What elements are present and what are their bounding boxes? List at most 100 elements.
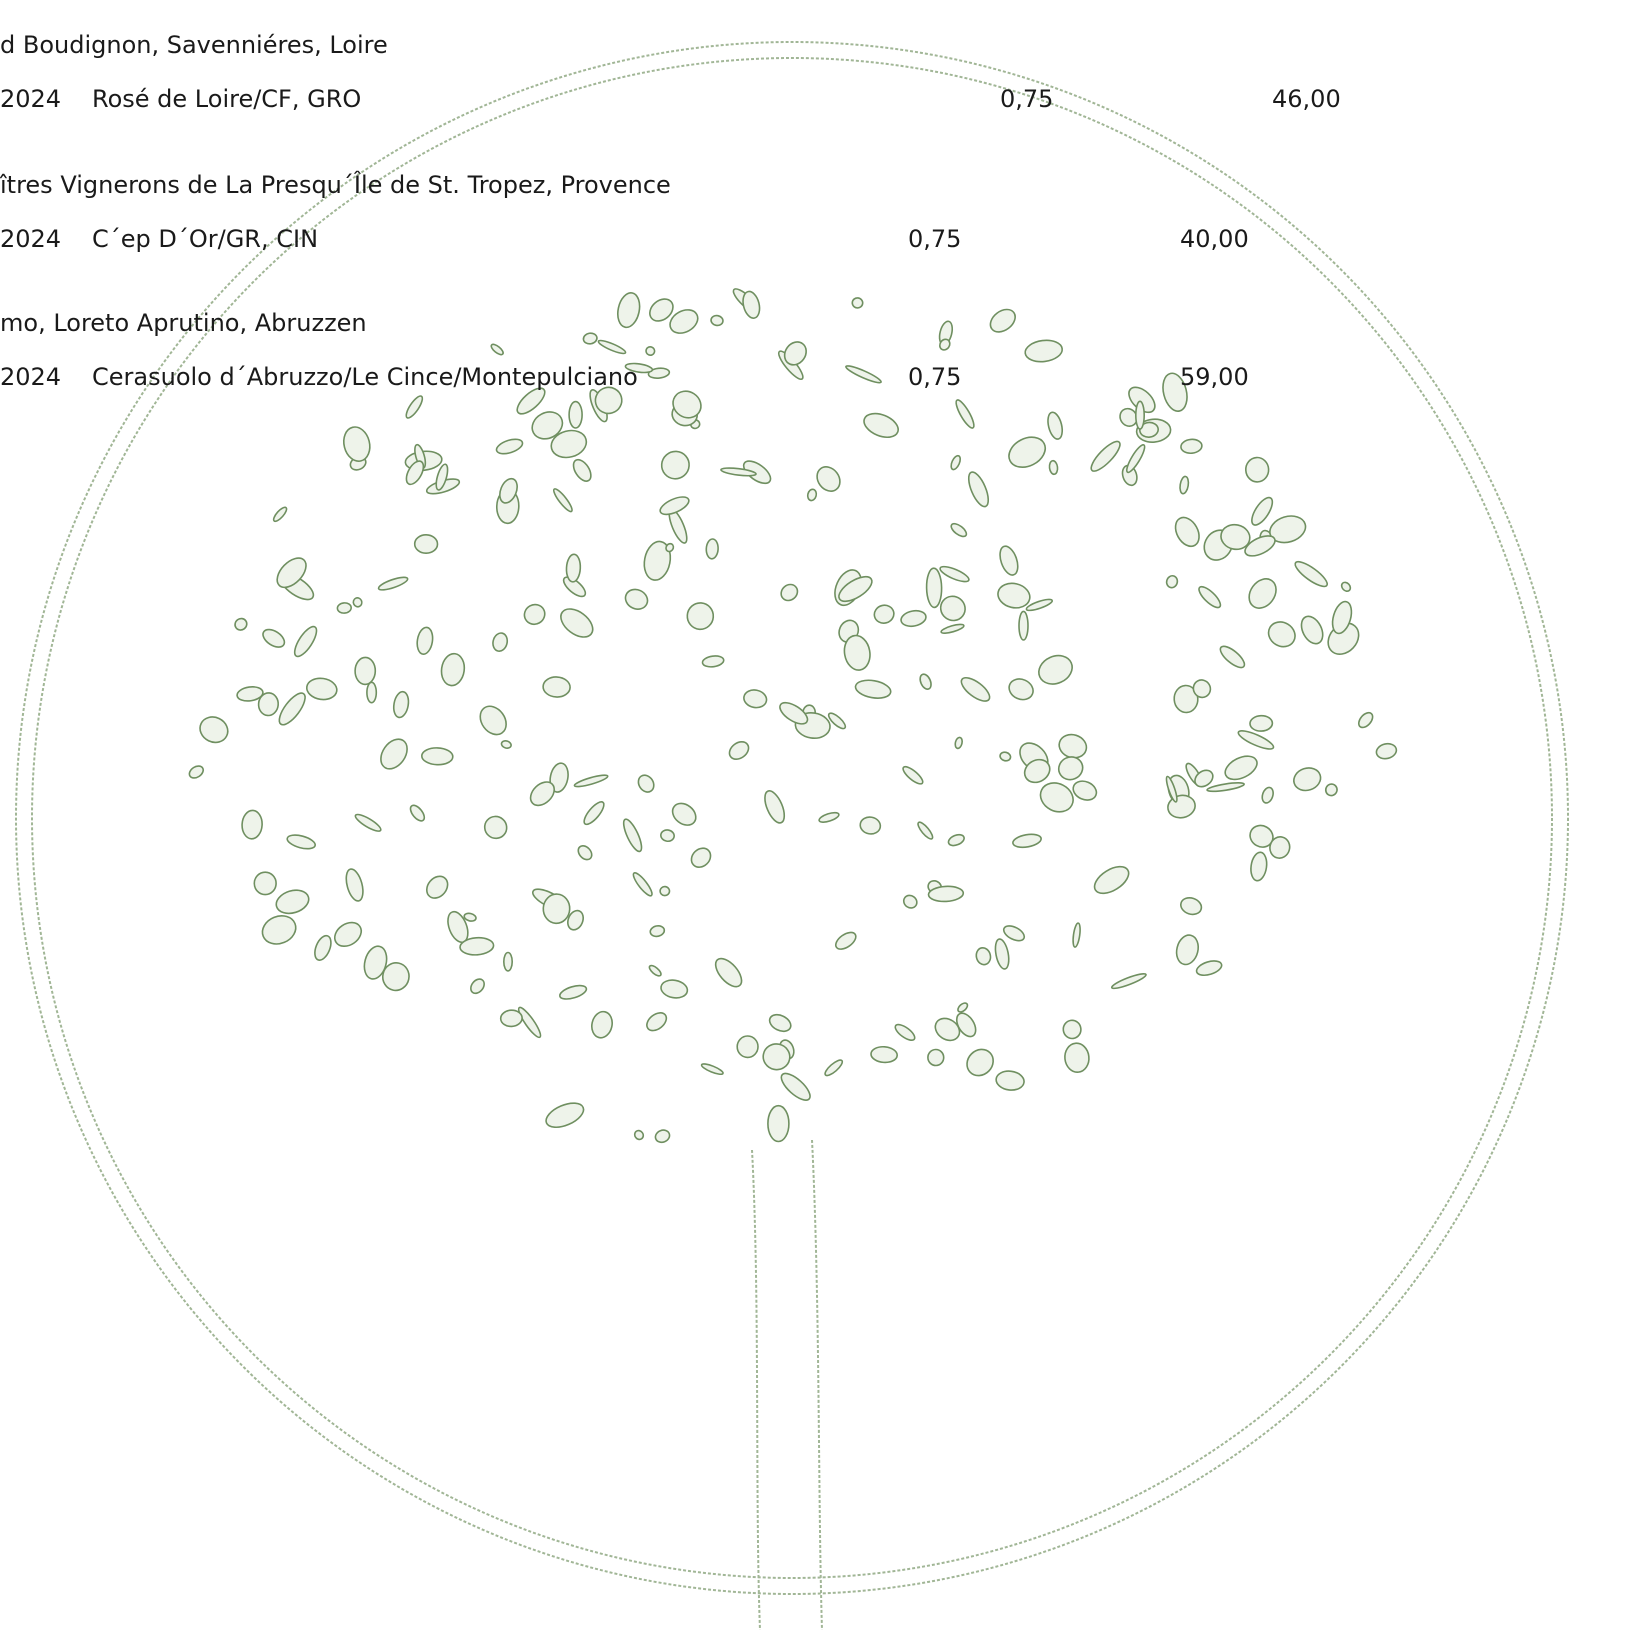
leaf-blob	[1057, 756, 1084, 781]
leaf-blob	[649, 925, 666, 938]
leaf-blob	[806, 488, 818, 502]
leaf-blob	[1192, 679, 1212, 699]
leaf-blob	[1024, 339, 1064, 363]
leaf-blob	[917, 821, 934, 840]
leaf-blob	[779, 701, 809, 725]
leaf-blob	[954, 736, 963, 750]
leaf-blob	[955, 399, 975, 429]
leaf-blob	[660, 829, 675, 843]
leaf-blob	[550, 429, 588, 459]
leaf-blob	[989, 308, 1016, 333]
leaf-blob	[413, 533, 439, 555]
leaf-blob	[1062, 1019, 1082, 1040]
leaf-blob	[363, 945, 388, 980]
leaf-blob	[665, 542, 675, 553]
leaf-blob	[405, 460, 425, 486]
leaf-blob	[583, 801, 605, 826]
leaf-blob	[873, 604, 895, 624]
leaf-blob	[560, 608, 594, 638]
leaf-blob	[1224, 755, 1258, 781]
leaf-blob	[1093, 865, 1130, 895]
leaf-blob	[278, 692, 306, 726]
leaf-blob	[286, 834, 316, 850]
leaf-blob	[261, 915, 297, 945]
leaf-blob	[622, 818, 643, 853]
leaf-blob	[960, 676, 991, 702]
leaf-blob	[743, 689, 768, 709]
leaf-blob	[950, 522, 968, 538]
leaf-blob	[816, 466, 841, 492]
leaf-blob	[1331, 600, 1353, 635]
leaf-blob	[1023, 758, 1051, 784]
leaf-blob	[870, 1045, 898, 1064]
leaf-blob	[392, 690, 410, 719]
leaf-blob	[416, 626, 434, 655]
leaf-blob	[435, 463, 449, 491]
leaf-blob	[1110, 973, 1147, 990]
leaf-blob	[591, 1010, 613, 1039]
leaf-blob	[1165, 775, 1178, 803]
leaf-blob	[1162, 372, 1188, 412]
leaf-blob	[1064, 1042, 1090, 1073]
leaf-blob	[1220, 523, 1251, 551]
leaf-blob	[925, 567, 943, 609]
leaf-blob	[851, 297, 864, 309]
leaf-blob	[902, 894, 918, 909]
leaf-blob	[705, 538, 719, 560]
leaf-blob	[975, 946, 992, 966]
leaf-blob	[572, 458, 592, 482]
leaf-blob	[531, 411, 564, 440]
leaf-blob	[597, 339, 627, 355]
leaf-blob	[272, 506, 288, 523]
leaf-blob	[542, 893, 571, 925]
leaf-blob	[1324, 783, 1338, 797]
leaf-blob	[1165, 574, 1179, 589]
leaf-blob	[1008, 678, 1034, 701]
leaf-blob	[421, 747, 454, 766]
leaf-blob	[1012, 833, 1042, 849]
leaf-blob	[502, 951, 513, 972]
leaf-blob	[1251, 496, 1274, 526]
leaf-blob	[257, 692, 280, 717]
leaf-blob	[1139, 421, 1159, 438]
leaf-blob	[927, 885, 965, 903]
leaf-blob	[1294, 560, 1329, 588]
leaf-blob	[1173, 684, 1199, 714]
leaf-blob	[1219, 645, 1246, 669]
trunk	[751, 1139, 823, 1631]
leaf-blob	[827, 712, 847, 730]
leaf-blob	[253, 871, 277, 896]
vintage: 2024	[0, 363, 62, 391]
leaf-blob	[783, 341, 807, 366]
leaf-blob	[499, 477, 518, 504]
leaf-blob	[594, 386, 623, 415]
leaf-blob	[934, 1017, 961, 1042]
leaf-blob	[720, 467, 757, 477]
leaf-blob	[1244, 456, 1270, 483]
leaf-blob	[1293, 767, 1322, 792]
leaf-blob	[654, 1129, 671, 1144]
price: 59,00	[1180, 363, 1249, 391]
leaf-blob	[1198, 585, 1222, 609]
leaf-blob	[669, 309, 699, 334]
leaf-blob	[999, 751, 1012, 762]
outer-ring	[15, 41, 1569, 1595]
leaf-blob	[262, 628, 286, 648]
leaf-blob	[672, 390, 702, 419]
leaf-blob	[957, 1002, 969, 1013]
leaf-blob	[1038, 654, 1073, 685]
leaf-blob	[647, 367, 671, 379]
leaf-blob	[633, 1129, 645, 1141]
leaf-blob	[492, 632, 509, 652]
leaf-blob	[573, 774, 609, 788]
leaf-blob	[1340, 581, 1352, 593]
leaf-blob	[938, 338, 951, 351]
leaf-blob	[1194, 769, 1214, 788]
leaf-blob	[352, 597, 363, 608]
leaf-blob	[236, 686, 264, 702]
leaf-blob	[1261, 786, 1274, 804]
leaf-blob	[529, 781, 556, 807]
leaf-blob	[1047, 411, 1064, 440]
leaf-blob	[470, 978, 485, 995]
